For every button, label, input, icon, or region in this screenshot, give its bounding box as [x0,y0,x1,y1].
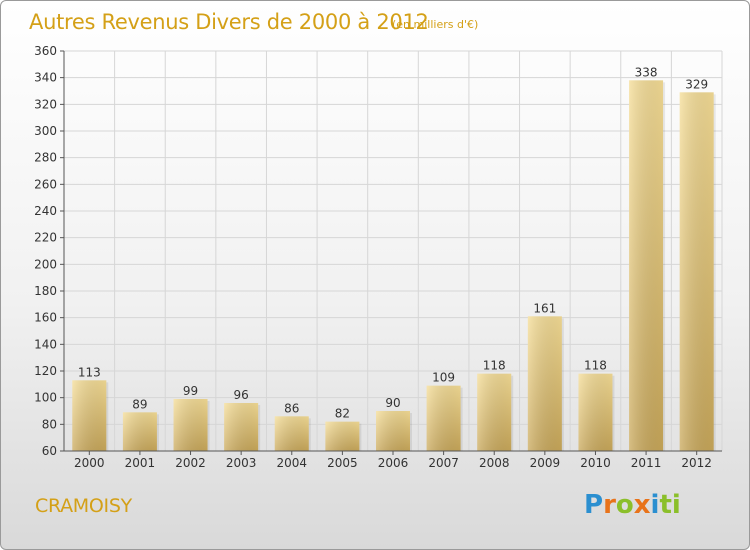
x-tick-label: 2007 [428,456,459,470]
value-label: 113 [78,365,101,379]
y-tick-label: 100 [34,391,57,405]
bar-highlight [578,373,613,451]
town-name: CRAMOISY [35,495,132,517]
y-tick-label: 140 [34,337,57,351]
x-tick-label: 2002 [175,456,206,470]
bar-highlight [426,385,461,451]
value-label: 329 [685,77,708,91]
x-tick-label: 2008 [479,456,510,470]
value-label: 109 [432,371,455,385]
x-tick-label: 2003 [226,456,257,470]
y-tick-label: 240 [34,204,57,218]
x-tick-label: 2004 [276,456,307,470]
logo-letter: o [615,490,634,520]
x-tick-label: 2005 [327,456,358,470]
y-tick-label: 80 [42,417,57,431]
x-tick-label: 2012 [681,456,712,470]
value-label: 82 [335,407,350,421]
bar-highlight [527,316,562,451]
y-tick-label: 60 [42,444,57,458]
bar-highlight [122,412,157,451]
x-tick-label: 2000 [74,456,105,470]
value-label: 89 [132,397,147,411]
y-tick-label: 200 [34,257,57,271]
y-tick-label: 160 [34,311,57,325]
value-label: 118 [483,359,506,373]
y-tick-label: 120 [34,364,57,378]
value-label: 99 [183,384,198,398]
bar-highlight [224,403,259,451]
x-tick-label: 2009 [530,456,561,470]
x-tick-label: 2001 [125,456,156,470]
bar-highlight [72,380,107,451]
value-label: 118 [584,359,607,373]
y-tick-label: 280 [34,151,57,165]
y-tick-label: 260 [34,177,57,191]
logo-letter: r [603,490,616,520]
chart-title: Autres Revenus Divers de 2000 à 2012 [29,10,429,34]
logo-letter: x [633,490,651,520]
chart-unit: (en milliers d'€) [392,18,479,31]
y-tick-label: 340 [34,71,57,85]
x-tick-label: 2011 [631,456,662,470]
bar-highlight [629,80,664,451]
x-tick-label: 2010 [580,456,611,470]
logo-letter: ti [659,490,681,520]
y-tick-label: 180 [34,284,57,298]
value-label: 96 [234,388,249,402]
proxiti-logo: Proxiti [584,490,681,520]
bar-highlight [477,373,512,451]
x-tick-label: 2006 [378,456,409,470]
value-label: 90 [385,396,400,410]
bar-highlight [274,416,309,451]
value-label: 86 [284,401,299,415]
bar-highlight [376,411,410,451]
value-label: 338 [635,65,658,79]
y-tick-label: 300 [34,124,57,138]
bar-highlight [173,399,208,451]
y-tick-label: 220 [34,231,57,245]
y-tick-label: 320 [34,97,57,111]
logo-letter: i [650,490,660,520]
value-label: 161 [533,301,556,315]
logo-letter: P [584,490,604,520]
bar-highlight [325,421,360,451]
y-tick-label: 360 [34,44,57,58]
bar-highlight [679,92,714,451]
